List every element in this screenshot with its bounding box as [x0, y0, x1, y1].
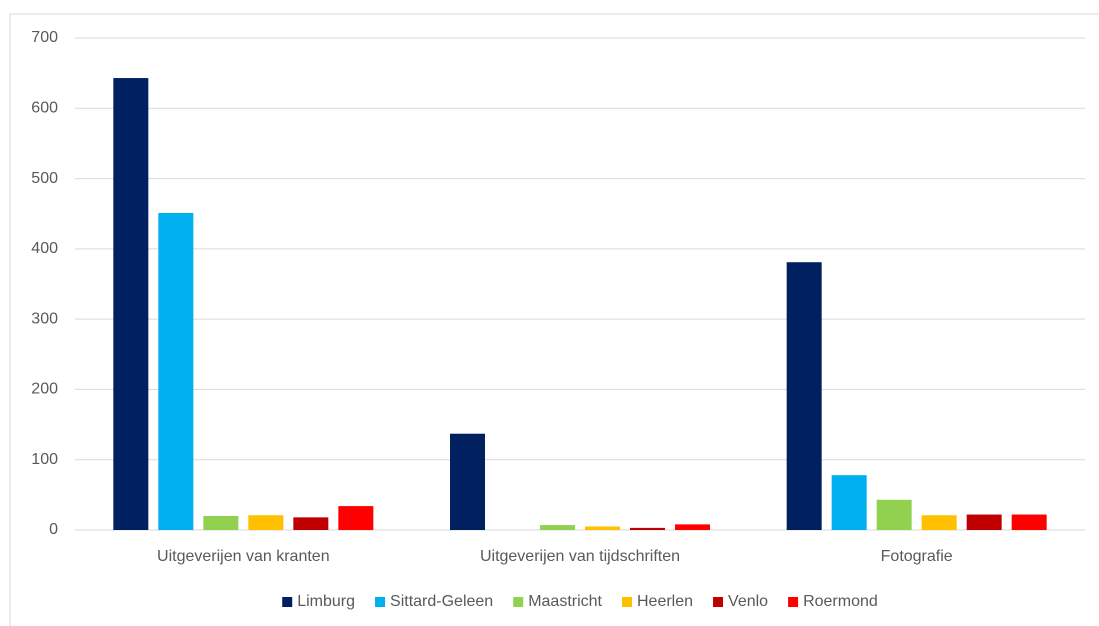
bar: [876, 499, 912, 530]
y-tick-label: 600: [31, 100, 58, 117]
y-tick-label: 400: [31, 240, 58, 257]
legend-label: Venlo: [728, 593, 768, 610]
bar: [1011, 514, 1047, 530]
bar: [921, 515, 957, 530]
legend-label: Heerlen: [637, 593, 693, 610]
legend-label: Sittard-Geleen: [390, 593, 493, 610]
bar: [831, 475, 867, 530]
bar: [450, 433, 485, 530]
legend-swatch: [622, 597, 632, 607]
bar: [540, 525, 575, 530]
y-tick-label: 200: [31, 381, 58, 398]
legend-label: Roermond: [803, 593, 878, 610]
legend-swatch: [713, 597, 724, 607]
x-tick-label: Fotografie: [881, 548, 953, 565]
y-tick-label: 300: [31, 310, 58, 327]
legend: Limburg Sittard-Geleen Maastricht Heerlen Ve…: [282, 593, 878, 610]
bar: [248, 515, 284, 530]
legend-label: Limburg: [297, 593, 355, 610]
x-tick-label: Uitgeverijen van tijdschriften: [480, 548, 680, 565]
y-tick-label: 700: [31, 29, 58, 46]
bar: [585, 526, 620, 530]
legend-swatch: [513, 597, 524, 607]
bar: [293, 517, 329, 530]
bar: [630, 527, 665, 530]
y-tick-label: 100: [31, 451, 58, 468]
y-tick-label: 500: [31, 170, 58, 187]
y-tick-label: 0: [49, 521, 58, 538]
bar: [113, 78, 149, 530]
legend-swatch: [375, 597, 386, 607]
bar: [338, 506, 374, 530]
x-tick-label: Uitgeverijen van kranten: [157, 548, 330, 565]
legend-swatch: [282, 597, 293, 607]
bar: [786, 262, 822, 530]
legend-label: Maastricht: [528, 593, 602, 610]
bar: [158, 213, 194, 531]
bar: [966, 514, 1002, 530]
bar: [203, 515, 239, 530]
legend-swatch: [788, 597, 799, 607]
bar: [675, 524, 710, 530]
